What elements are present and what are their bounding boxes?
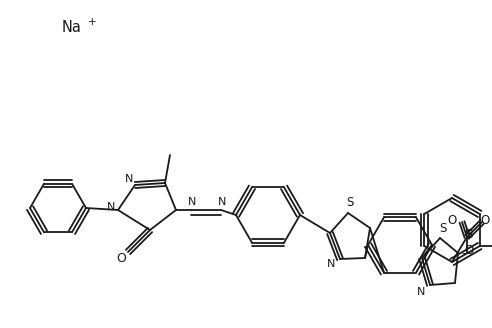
Text: S: S — [464, 228, 473, 240]
Text: +: + — [88, 17, 96, 27]
Text: S: S — [346, 196, 354, 210]
Text: O: O — [480, 214, 490, 227]
Text: O: O — [447, 214, 457, 227]
Text: N: N — [417, 287, 425, 297]
Text: Na: Na — [62, 20, 82, 35]
Text: N: N — [107, 202, 115, 212]
Text: S: S — [439, 221, 447, 235]
Text: N: N — [125, 174, 133, 184]
Text: N: N — [327, 259, 335, 269]
Text: -: - — [462, 248, 466, 260]
Text: N: N — [188, 197, 196, 207]
Text: O: O — [464, 243, 474, 256]
Text: O: O — [116, 253, 126, 265]
Text: N: N — [218, 197, 226, 207]
